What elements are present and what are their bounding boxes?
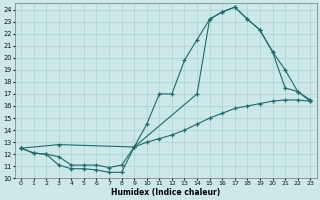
X-axis label: Humidex (Indice chaleur): Humidex (Indice chaleur) [111,188,220,197]
